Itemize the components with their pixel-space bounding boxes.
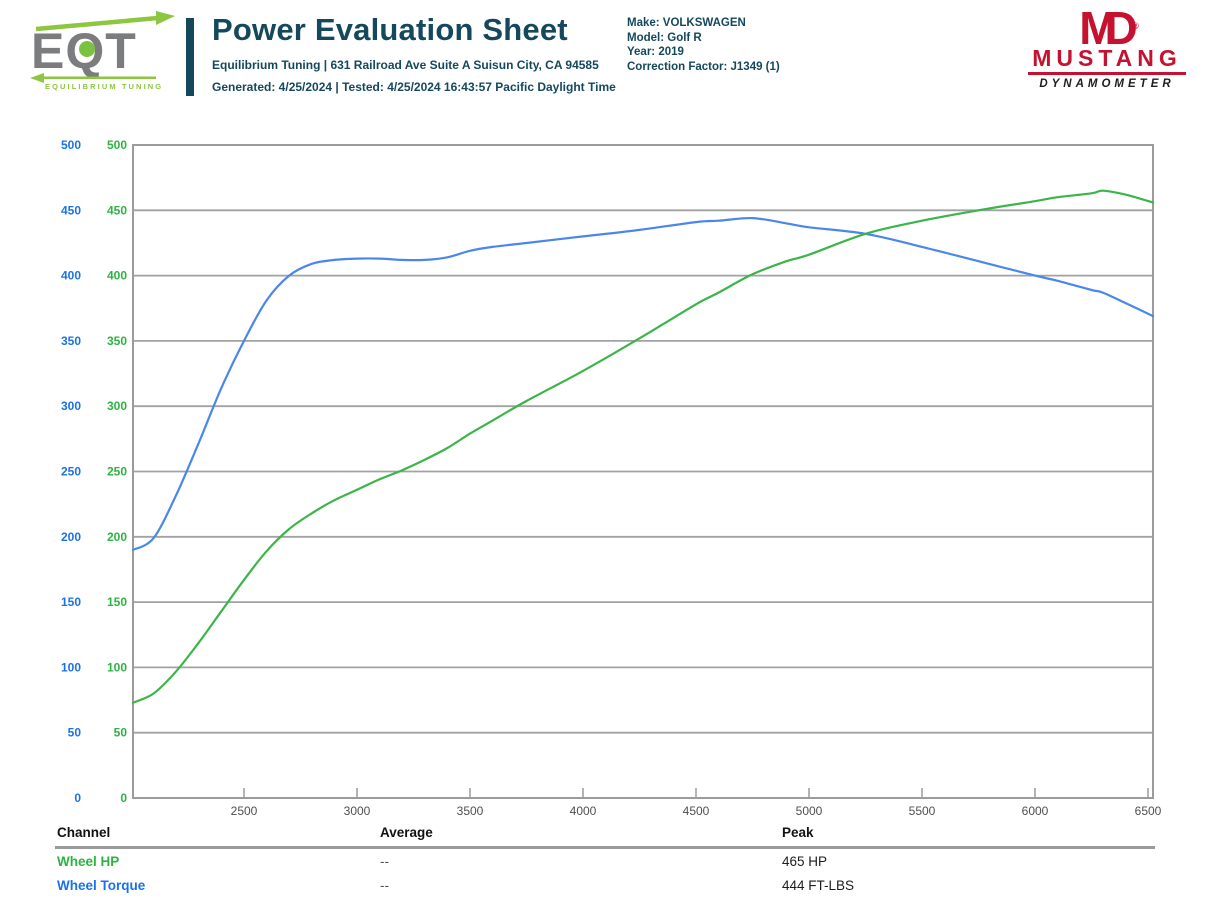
page-title: Power Evaluation Sheet [212,12,568,47]
generated-tested-line: Generated: 4/25/2024 | Tested: 4/25/2024… [212,80,616,94]
table-row-wheel-torque: Wheel Torque -- 444 FT-LBS [0,875,1214,899]
hp-scale-label-400: 400 [107,269,127,283]
title-accent-bar [186,18,194,96]
torque-scale-label-450: 450 [61,203,81,217]
peak-value: 444 FT-LBS [782,878,855,893]
y-gridlines [133,144,1153,799]
title-block: Power Evaluation Sheet Equilibrium Tunin… [212,10,622,94]
hp-scale-label-200: 200 [107,530,127,544]
hp-scale-label-300: 300 [107,399,127,413]
md-logo-rule [1028,72,1186,75]
x-tick-label-6500: 6500 [1135,804,1162,818]
x-tick-label-3000: 3000 [344,804,371,818]
col-header-channel: Channel [57,825,111,840]
col-header-average: Average [380,825,433,840]
hp-scale-label-50: 50 [114,726,128,740]
eqt-tagline-text: EQUILIBRIUM TUNING [45,82,163,91]
y-axis-labels: 0 0 50 50 100 100 150 150 200 200 250 250 300 300 350 3… [61,138,127,805]
hp-scale-label-250: 250 [107,465,127,479]
vehicle-year: Year: 2019 [627,46,684,58]
wheel-hp-curve [131,189,1155,704]
mustang-wordmark: MUSTANG [1032,45,1182,71]
table-row-wheel-hp: Wheel HP -- 465 HP [0,851,1214,875]
torque-scale-label-350: 350 [61,334,81,348]
x-tick-label-6000: 6000 [1022,804,1049,818]
summary-table: Channel Average Peak Wheel HP -- 465 HP … [0,822,1214,899]
table-divider [55,846,1155,849]
correction-factor: Correction Factor: J1349 (1) [627,60,780,73]
hp-scale-label-350: 350 [107,334,127,348]
average-value: -- [380,878,389,893]
x-axis-ticks: 2500 3000 3500 4000 4500 5000 5500 6000 6500 [231,788,1162,818]
shop-address-line: Equilibrium Tuning | 631 Railroad Ave Su… [212,58,599,72]
dynamometer-wordmark: DYNAMOMETER [1039,78,1175,90]
wheel-torque-curve [131,216,1155,551]
torque-scale-label-300: 300 [61,399,81,413]
md-monogram-text: MD [1079,2,1137,54]
torque-scale-label-150: 150 [61,595,81,609]
vehicle-info: Make: VOLKSWAGEN Model: Golf R Year: 201… [627,16,780,74]
plot-border [132,144,1154,799]
dyno-chart: 2500 3000 3500 4000 4500 5000 5500 6000 6500 0 0 50… [61,138,1162,818]
table-header-row: Channel Average Peak [0,822,1214,846]
eqt-arrow-up-icon [35,15,159,32]
hp-scale-label-100: 100 [107,660,127,674]
hp-scale-label-450: 450 [107,203,127,217]
col-header-peak: Peak [782,825,814,840]
mustang-dynamometer-logo: MD ® MUSTANG DYNAMOMETER [1026,5,1188,90]
hp-scale-label-150: 150 [107,595,127,609]
x-tick-label-4000: 4000 [570,804,597,818]
channel-label: Wheel Torque [57,878,146,893]
average-value: -- [380,854,389,869]
torque-scale-label-50: 50 [68,726,82,740]
eqt-tagline-rule [38,76,156,79]
torque-scale-label-500: 500 [61,138,81,152]
md-monogram-icon: MD ® [1079,5,1139,51]
x-tick-label-4500: 4500 [683,804,710,818]
torque-scale-label-0: 0 [74,791,81,805]
peak-value: 465 HP [782,854,828,869]
registered-mark: ® [1132,21,1139,31]
hp-scale-label-500: 500 [107,138,127,152]
torque-scale-label-250: 250 [61,465,81,479]
vehicle-make: Make: VOLKSWAGEN [627,17,746,29]
x-tick-label-3500: 3500 [457,804,484,818]
eqt-arrowhead-right-icon [156,11,175,25]
torque-scale-label-400: 400 [61,269,81,283]
eqt-logo: EQT EQUILIBRIUM TUNING [30,11,175,91]
vehicle-model: Model: Golf R [627,31,702,44]
hp-scale-label-0: 0 [120,791,127,805]
x-tick-label-5000: 5000 [796,804,823,818]
x-tick-label-5500: 5500 [909,804,936,818]
torque-scale-label-200: 200 [61,530,81,544]
x-tick-label-2500: 2500 [231,804,258,818]
channel-label: Wheel HP [57,854,120,869]
eqt-q-dot-icon [79,41,95,57]
eqt-arrowhead-left-icon [30,73,44,83]
torque-scale-label-100: 100 [61,660,81,674]
